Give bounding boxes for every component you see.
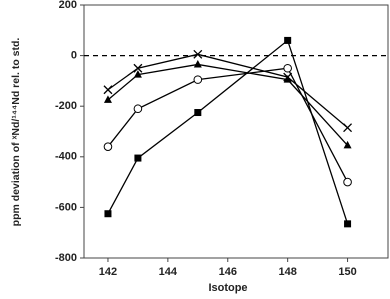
series-line <box>107 53 348 129</box>
y-tick-label: -800 <box>55 252 77 264</box>
x-axis-label: Isotope <box>208 282 247 294</box>
x-tick-label: 144 <box>159 266 178 278</box>
marker <box>104 210 112 218</box>
marker <box>193 59 202 68</box>
marker <box>343 140 352 149</box>
y-tick-label: 0 <box>71 50 77 62</box>
marker <box>283 75 292 83</box>
marker <box>344 220 352 228</box>
y-axis-label: ppm deviation of ˣNd/¹⁴⁴Nd rel. to std. <box>10 38 22 227</box>
y-tick-label: -400 <box>55 151 77 163</box>
x-tick-label: 148 <box>278 266 296 278</box>
y-tick-label: -600 <box>55 201 77 213</box>
x-tick-label: 142 <box>99 266 117 278</box>
marker <box>133 63 143 73</box>
series-line <box>107 63 349 146</box>
plot-frame <box>83 4 389 259</box>
marker <box>193 75 203 84</box>
marker <box>283 63 292 73</box>
series-line <box>107 39 349 225</box>
series-line <box>107 67 349 183</box>
marker <box>194 109 202 117</box>
marker <box>283 72 293 82</box>
y-tick-label: -200 <box>55 100 77 112</box>
marker <box>284 36 292 44</box>
marker <box>193 49 203 59</box>
marker <box>343 177 352 187</box>
marker <box>133 104 143 114</box>
marker <box>343 123 353 133</box>
marker <box>103 95 112 103</box>
marker <box>103 85 113 95</box>
marker <box>103 142 113 151</box>
y-tick-label: 200 <box>59 0 77 11</box>
marker <box>133 70 142 78</box>
marker <box>134 154 142 162</box>
x-tick-label: 150 <box>338 266 356 278</box>
x-tick-label: 146 <box>219 266 237 278</box>
